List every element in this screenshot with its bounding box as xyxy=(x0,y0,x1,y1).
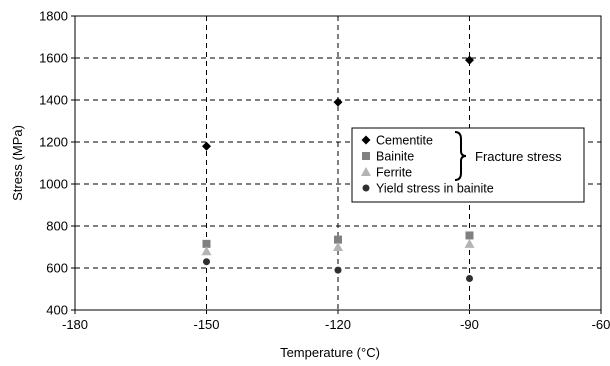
data-point-diamond xyxy=(333,97,343,107)
y-tick-label: 1400 xyxy=(39,93,68,108)
legend-items: Cementite Bainite Ferrite Yield stress in b… xyxy=(361,134,494,196)
legend-brace xyxy=(454,131,467,181)
data-point-diamond xyxy=(465,55,474,65)
data-point-square xyxy=(202,239,211,248)
legend-label: Cementite xyxy=(376,134,433,148)
legend-label: Yield stress in bainite xyxy=(376,182,494,196)
x-tick-label: -180 xyxy=(62,317,88,332)
y-tick-label: 1200 xyxy=(39,135,68,150)
x-tick-label: -120 xyxy=(325,317,351,332)
y-tick-label: 1800 xyxy=(39,9,68,24)
x-axis-ticks: -180 -150 -120 -90 -60 xyxy=(62,310,610,332)
data-point-diamond xyxy=(202,141,211,151)
data-point-circle xyxy=(203,258,210,266)
x-tick-label: -90 xyxy=(460,317,479,332)
legend-label: Ferrite xyxy=(376,166,412,180)
x-axis-label: Temperature (°C) xyxy=(280,345,380,360)
data-point-triangle xyxy=(201,246,212,256)
legend-marker-triangle xyxy=(361,167,371,176)
x-tick-label: -60 xyxy=(592,317,610,332)
y-axis-ticks: 400 600 800 1000 1200 1400 1600 1800 xyxy=(39,9,75,318)
x-tick-label: -150 xyxy=(193,317,219,332)
y-tick-label: 1000 xyxy=(39,177,68,192)
data-point-square xyxy=(465,231,474,240)
data-point-triangle xyxy=(333,242,343,251)
data-point-circle xyxy=(466,275,473,282)
legend: Cementite Bainite Ferrite Yield stress in b… xyxy=(351,127,585,203)
legend-label: Bainite xyxy=(376,150,414,164)
legend-marker-circle xyxy=(362,184,370,192)
data-point-square xyxy=(334,235,342,244)
y-tick-label: 1600 xyxy=(39,51,68,66)
y-tick-label: 600 xyxy=(46,261,68,276)
y-tick-label: 400 xyxy=(46,303,68,318)
data-point-triangle xyxy=(464,238,475,248)
y-tick-label: 800 xyxy=(46,219,68,234)
legend-group-label: Fracture stress xyxy=(475,149,562,164)
y-axis-label: Stress (MPa) xyxy=(10,125,25,201)
legend-marker-square xyxy=(362,152,370,160)
legend-marker-diamond xyxy=(361,135,371,145)
data-point-circle xyxy=(334,266,342,274)
legend-box xyxy=(351,127,585,203)
data-points xyxy=(201,55,475,282)
